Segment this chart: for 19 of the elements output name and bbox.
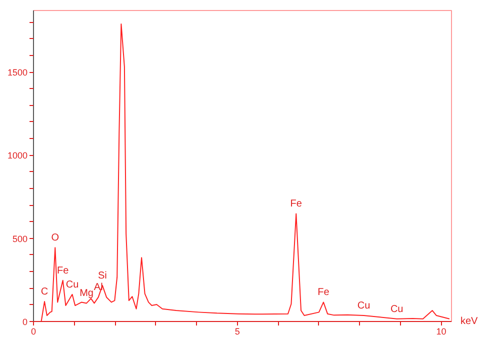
x-tick-label: 0 bbox=[30, 326, 36, 336]
x-axis-title: keV bbox=[460, 316, 478, 327]
annotation: Fe bbox=[57, 265, 70, 276]
annotation: Fe bbox=[290, 198, 302, 210]
y-tick-label: 1500 bbox=[7, 68, 28, 78]
annotation: C bbox=[40, 286, 48, 298]
line-series bbox=[40, 23, 450, 322]
annotation: Fe bbox=[318, 287, 330, 298]
annotation: Mg bbox=[80, 288, 94, 300]
y-tick-label: 0 bbox=[22, 317, 28, 327]
annotation: Cu bbox=[66, 279, 79, 290]
annotation: Cu bbox=[390, 304, 404, 315]
y-tick-label: 1000 bbox=[7, 150, 28, 161]
y-tick-label: 500 bbox=[12, 234, 28, 244]
x-tick-label: 5 bbox=[234, 326, 240, 336]
annotation: Si bbox=[98, 270, 107, 282]
annotation: Cu bbox=[357, 300, 370, 312]
x-tick-label: 10 bbox=[436, 326, 446, 336]
annotation: O bbox=[51, 232, 60, 244]
